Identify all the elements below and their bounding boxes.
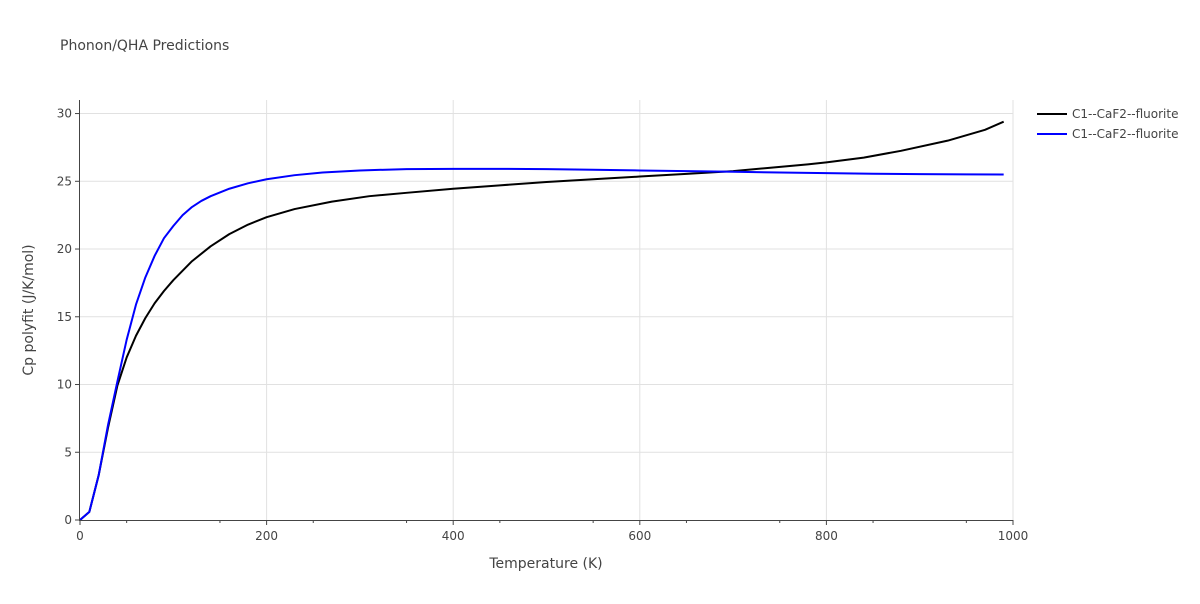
y-tick-label: 25 xyxy=(57,174,72,188)
x-tick-label: 800 xyxy=(815,529,838,543)
y-tick-label: 10 xyxy=(57,378,72,392)
grid xyxy=(80,100,1014,520)
x-tick-label: 400 xyxy=(442,529,465,543)
series-lines xyxy=(79,120,1005,521)
x-tick-label: 0 xyxy=(76,529,84,543)
y-tick-label: 30 xyxy=(57,107,72,121)
y-axis-title: Cp polyfit (J/K/mol) xyxy=(21,244,37,375)
y-tick-label: 0 xyxy=(64,513,72,527)
x-axis-title: Temperature (K) xyxy=(488,556,602,572)
axes xyxy=(79,100,1013,521)
y-axis-ticks: 0 5 10 15 20 25 30 xyxy=(57,107,80,527)
legend-item[interactable]: C1--CaF2--fluorite xyxy=(1037,127,1178,141)
y-tick-label: 5 xyxy=(64,445,72,459)
x-tick-label: 200 xyxy=(255,529,278,543)
series-line-2[interactable] xyxy=(79,167,1004,521)
legend[interactable]: C1--CaF2--fluorite C1--CaF2--fluorite xyxy=(1037,107,1178,141)
legend-item[interactable]: C1--CaF2--fluorite xyxy=(1037,107,1178,121)
series-line-1[interactable] xyxy=(79,120,1005,521)
legend-label: C1--CaF2--fluorite xyxy=(1072,127,1178,141)
x-tick-label: 1000 xyxy=(998,529,1029,543)
x-axis-ticks: 0 200 400 600 800 1000 xyxy=(76,520,1028,543)
x-tick-label: 600 xyxy=(628,529,651,543)
legend-label: C1--CaF2--fluorite xyxy=(1072,107,1178,121)
y-tick-label: 20 xyxy=(57,242,72,256)
chart-title: Phonon/QHA Predictions xyxy=(60,38,229,54)
y-tick-label: 15 xyxy=(57,310,72,324)
